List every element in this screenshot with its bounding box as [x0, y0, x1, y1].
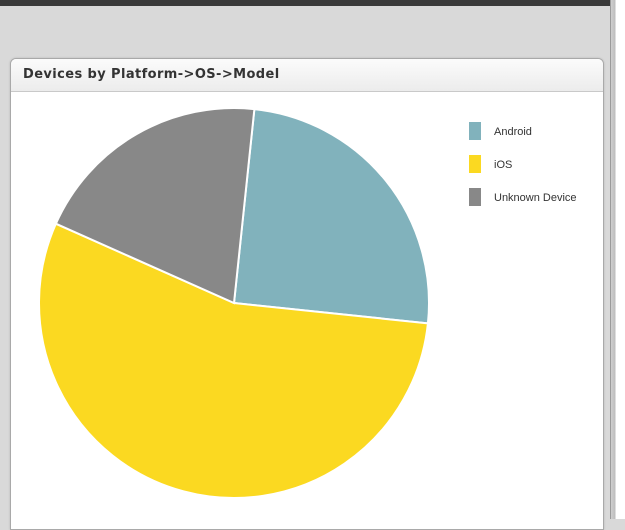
slice-android[interactable]	[232, 107, 430, 325]
legend-android[interactable]: Android	[469, 122, 532, 140]
legend-swatch	[469, 188, 481, 206]
slice-ios[interactable]	[38, 222, 430, 499]
legend-label: iOS	[494, 159, 512, 171]
legend-swatch	[469, 122, 481, 140]
pie-chart-container: Android iOS Unknown Device	[11, 92, 603, 529]
window-scrollbar[interactable]	[610, 0, 625, 519]
legend-label: Android	[494, 126, 532, 138]
slice-unknown[interactable]	[54, 107, 256, 305]
legend-label: Unknown Device	[494, 192, 577, 204]
devices-panel: Devices by Platform->OS->Model Android iO…	[10, 58, 604, 530]
legend-ios[interactable]: iOS	[469, 155, 512, 173]
panel-title: Devices by Platform->OS->Model	[23, 67, 280, 82]
window-top-bar	[0, 0, 625, 6]
legend-swatch	[469, 155, 481, 173]
legend-unknown[interactable]: Unknown Device	[469, 188, 577, 206]
pie-chart: Android iOS Unknown Device	[38, 107, 577, 499]
panel-header: Devices by Platform->OS->Model	[11, 59, 603, 92]
